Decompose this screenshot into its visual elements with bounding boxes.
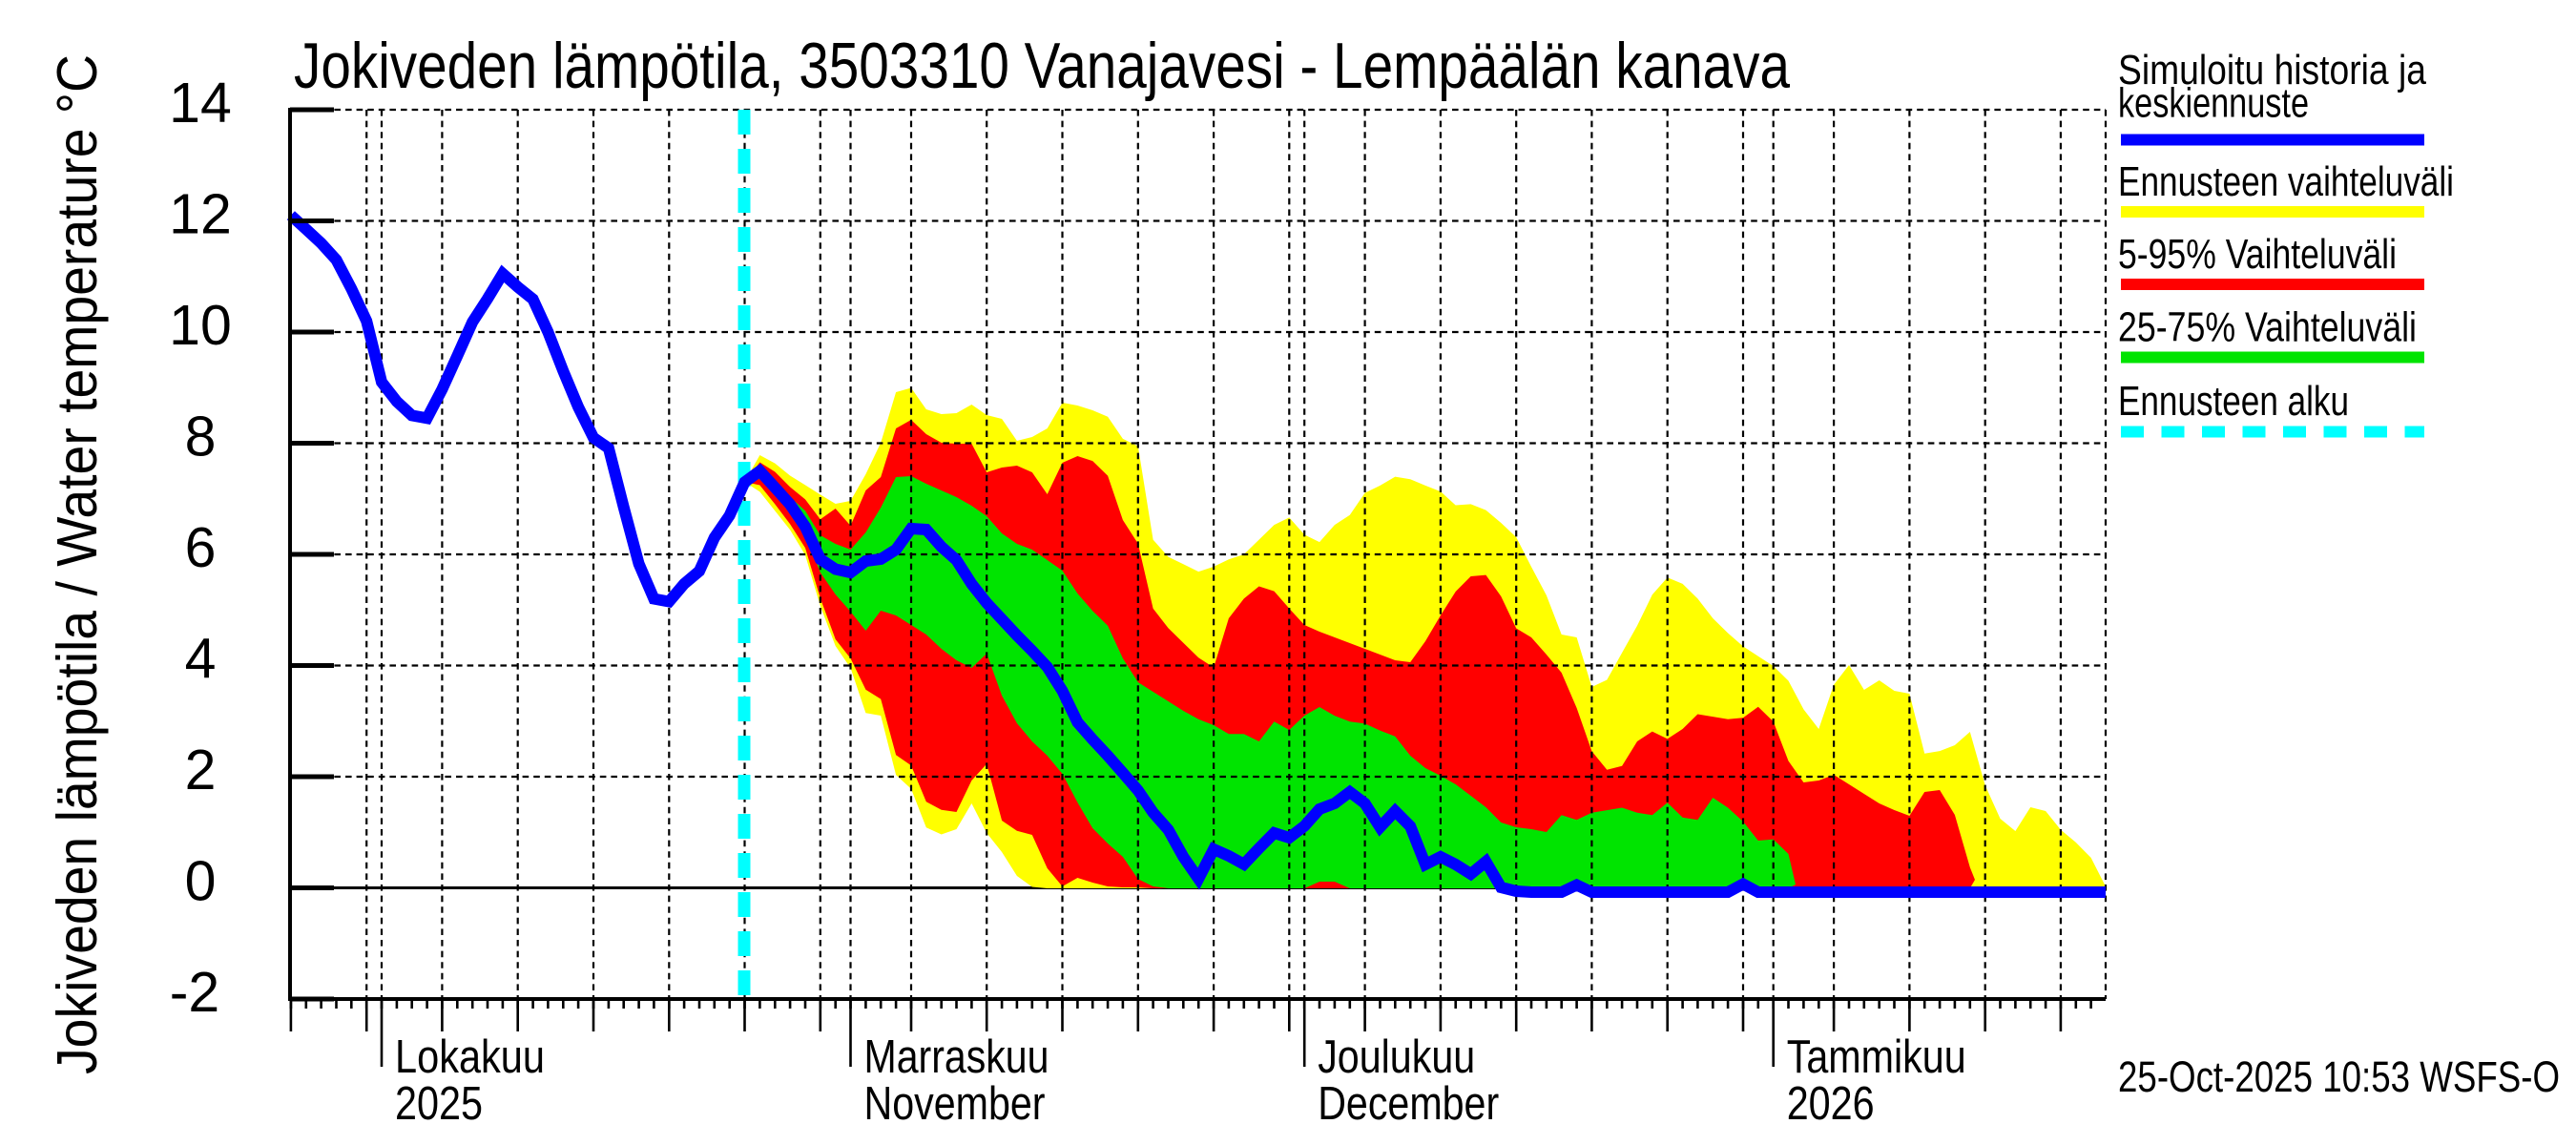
svg-text:0: 0 [185, 850, 217, 913]
svg-text:November: November [864, 1078, 1046, 1130]
svg-text:Ennusteen alku: Ennusteen alku [2118, 378, 2349, 425]
svg-text:2025: 2025 [395, 1078, 483, 1130]
svg-text:2026: 2026 [1787, 1078, 1875, 1130]
svg-text:5-95% Vaihteluväli: 5-95% Vaihteluväli [2118, 231, 2397, 278]
svg-text:December: December [1318, 1078, 1499, 1130]
svg-text:-2: -2 [170, 961, 219, 1024]
svg-text:Lokakuu: Lokakuu [395, 1031, 545, 1083]
svg-text:keskiennuste: keskiennuste [2118, 80, 2309, 127]
svg-text:Tammikuu: Tammikuu [1787, 1031, 1966, 1083]
svg-text:12: 12 [169, 183, 232, 246]
svg-text:25-Oct-2025 10:53 WSFS-O: 25-Oct-2025 10:53 WSFS-O [2118, 1052, 2560, 1101]
svg-text:Simuloitu historia ja: Simuloitu historia ja [2118, 47, 2426, 94]
svg-text:4: 4 [185, 628, 217, 691]
svg-text:10: 10 [169, 294, 232, 357]
svg-text:25-75% Vaihteluväli: 25-75% Vaihteluväli [2118, 304, 2417, 351]
svg-text:Marraskuu: Marraskuu [864, 1031, 1049, 1083]
svg-text:14: 14 [169, 72, 232, 135]
svg-text:Jokiveden lämpötila, 3503310 V: Jokiveden lämpötila, 3503310 Vanajavesi … [294, 30, 1790, 102]
svg-text:6: 6 [185, 516, 217, 579]
svg-text:8: 8 [185, 406, 217, 468]
svg-text:Ennusteen vaihteluväli: Ennusteen vaihteluväli [2118, 158, 2454, 205]
svg-text:2: 2 [185, 739, 217, 802]
svg-text:Jokiveden lämpötila / Water te: Jokiveden lämpötila / Water temperature … [46, 54, 109, 1074]
svg-text:Joulukuu: Joulukuu [1318, 1031, 1475, 1083]
